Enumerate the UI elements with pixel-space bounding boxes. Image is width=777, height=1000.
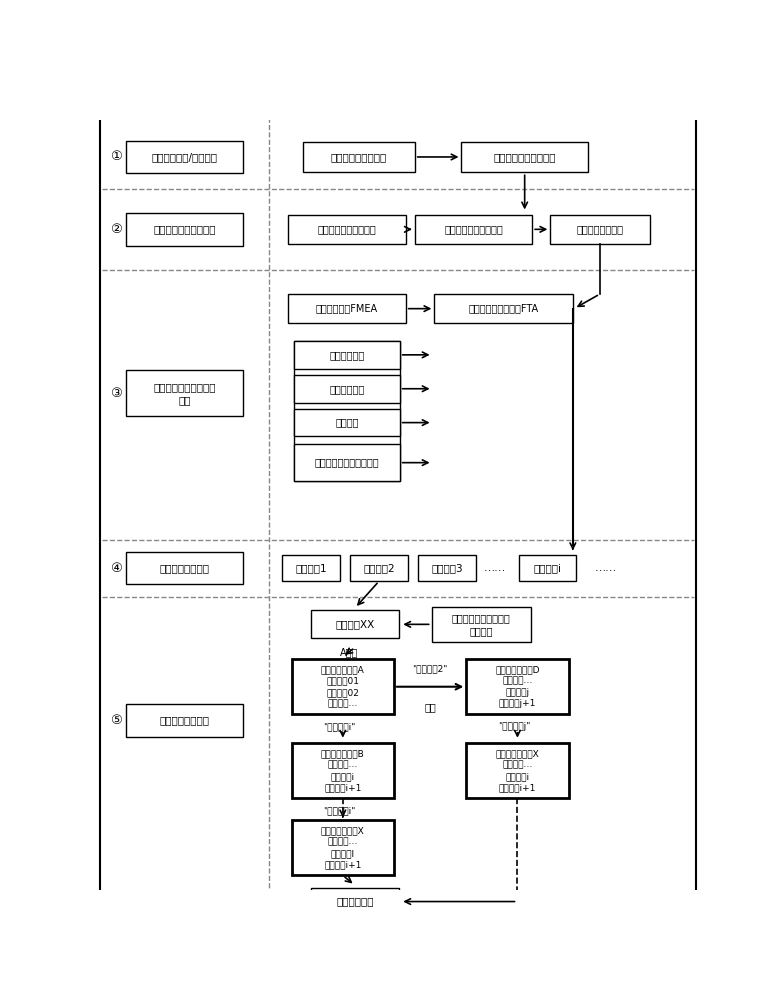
Text: 协同处置详细设计: 协同处置详细设计: [159, 716, 210, 726]
Text: 交会对接任务/目标分析: 交会对接任务/目标分析: [152, 152, 218, 162]
Bar: [126, 370, 243, 416]
Bar: [282, 555, 340, 581]
Bar: [294, 444, 399, 481]
Text: ④: ④: [110, 562, 122, 575]
Text: 信息交互分析: 信息交互分析: [329, 350, 364, 360]
Text: 任务目标、范围分析: 任务目标、范围分析: [331, 152, 387, 162]
Text: ⑤: ⑤: [110, 714, 122, 727]
Bar: [126, 141, 243, 173]
Bar: [294, 341, 399, 481]
Text: 分系统或大系统B
处置步骤…
处置步骤i
处置步骤i+1: 分系统或大系统B 处置步骤… 处置步骤i 处置步骤i+1: [321, 749, 364, 792]
Text: 设备任务分析: 设备任务分析: [329, 384, 364, 394]
Text: 关键事件识别原则制定: 关键事件识别原则制定: [493, 152, 556, 162]
Text: 故障模式XX: 故障模式XX: [335, 619, 375, 629]
Text: 故障模式i: 故障模式i: [534, 563, 562, 573]
Bar: [291, 659, 394, 714]
Text: 故障处置授权分工: 故障处置授权分工: [159, 563, 210, 573]
Bar: [291, 743, 394, 798]
Text: ②: ②: [110, 223, 122, 236]
Bar: [294, 375, 399, 403]
Bar: [294, 341, 399, 369]
Bar: [126, 704, 243, 737]
Bar: [550, 215, 650, 244]
Text: ①: ①: [110, 150, 122, 163]
Text: "交接口令i": "交接口令i": [323, 722, 356, 731]
Text: 多目标协同处置故障式
识别: 多目标协同处置故障式 识别: [153, 382, 216, 405]
Bar: [303, 142, 415, 172]
Text: 故障模式3: 故障模式3: [431, 563, 463, 573]
Text: 交会对接任务FMEA: 交会对接任务FMEA: [316, 304, 378, 314]
Text: 分系统或大系统D
处置步骤…
处置步骤j
处置步骤j+1: 分系统或大系统D 处置步骤… 处置步骤j 处置步骤j+1: [495, 665, 540, 708]
Text: A发起: A发起: [340, 647, 358, 657]
Bar: [432, 607, 531, 642]
Text: "交接口令2": "交接口令2": [413, 664, 448, 673]
Bar: [434, 294, 573, 323]
Bar: [415, 215, 532, 244]
Bar: [288, 294, 406, 323]
Text: "交接口令j": "交接口令j": [498, 722, 531, 731]
Text: 分支: 分支: [424, 702, 436, 712]
Bar: [350, 555, 408, 581]
Text: 分系统或大系统X
处置步骤…
处置步骤i
处置步骤i+1: 分系统或大系统X 处置步骤… 处置步骤i 处置步骤i+1: [496, 749, 539, 792]
Text: 故障模式1: 故障模式1: [295, 563, 326, 573]
Text: 交会对接飞行阶段划分: 交会对接飞行阶段划分: [318, 224, 376, 234]
Bar: [519, 555, 577, 581]
Text: 故障处置结束: 故障处置结束: [336, 897, 374, 907]
Bar: [288, 215, 406, 244]
Text: 关键飞行事件确定: 关键飞行事件确定: [577, 224, 623, 234]
Text: 安全性、时间、测控等
条件约束: 安全性、时间、测控等 条件约束: [452, 613, 510, 636]
Bar: [312, 610, 399, 638]
Text: 交会对接飞行事件分析: 交会对接飞行事件分析: [444, 224, 503, 234]
Text: ③: ③: [110, 387, 122, 400]
Text: 分系统或大系统A
处置步骤01
处置步骤02
处置步骤…: 分系统或大系统A 处置步骤01 处置步骤02 处置步骤…: [321, 665, 364, 708]
Bar: [312, 888, 399, 915]
Text: ……: ……: [483, 563, 506, 573]
Text: 交会对接飞行事件分析: 交会对接飞行事件分析: [153, 224, 216, 234]
Bar: [126, 552, 243, 584]
Bar: [294, 409, 399, 436]
Bar: [291, 820, 394, 875]
Text: ……: ……: [595, 563, 617, 573]
Text: 关键事件为顶事件的FTA: 关键事件为顶事件的FTA: [469, 304, 538, 314]
Bar: [126, 213, 243, 246]
Text: 分系统或大系统X
处置步骤…
处置步骤I
处置步骤i+1: 分系统或大系统X 处置步骤… 处置步骤I 处置步骤i+1: [321, 826, 364, 869]
Text: "交接口令i": "交接口令i": [323, 806, 356, 815]
Bar: [466, 743, 569, 798]
Bar: [466, 659, 569, 714]
Text: 故障模式2: 故障模式2: [363, 563, 395, 573]
Text: 时域分析: 时域分析: [336, 418, 359, 428]
Bar: [418, 555, 476, 581]
Text: 人、船、器、地协作分析: 人、船、器、地协作分析: [315, 458, 379, 468]
Bar: [462, 142, 588, 172]
